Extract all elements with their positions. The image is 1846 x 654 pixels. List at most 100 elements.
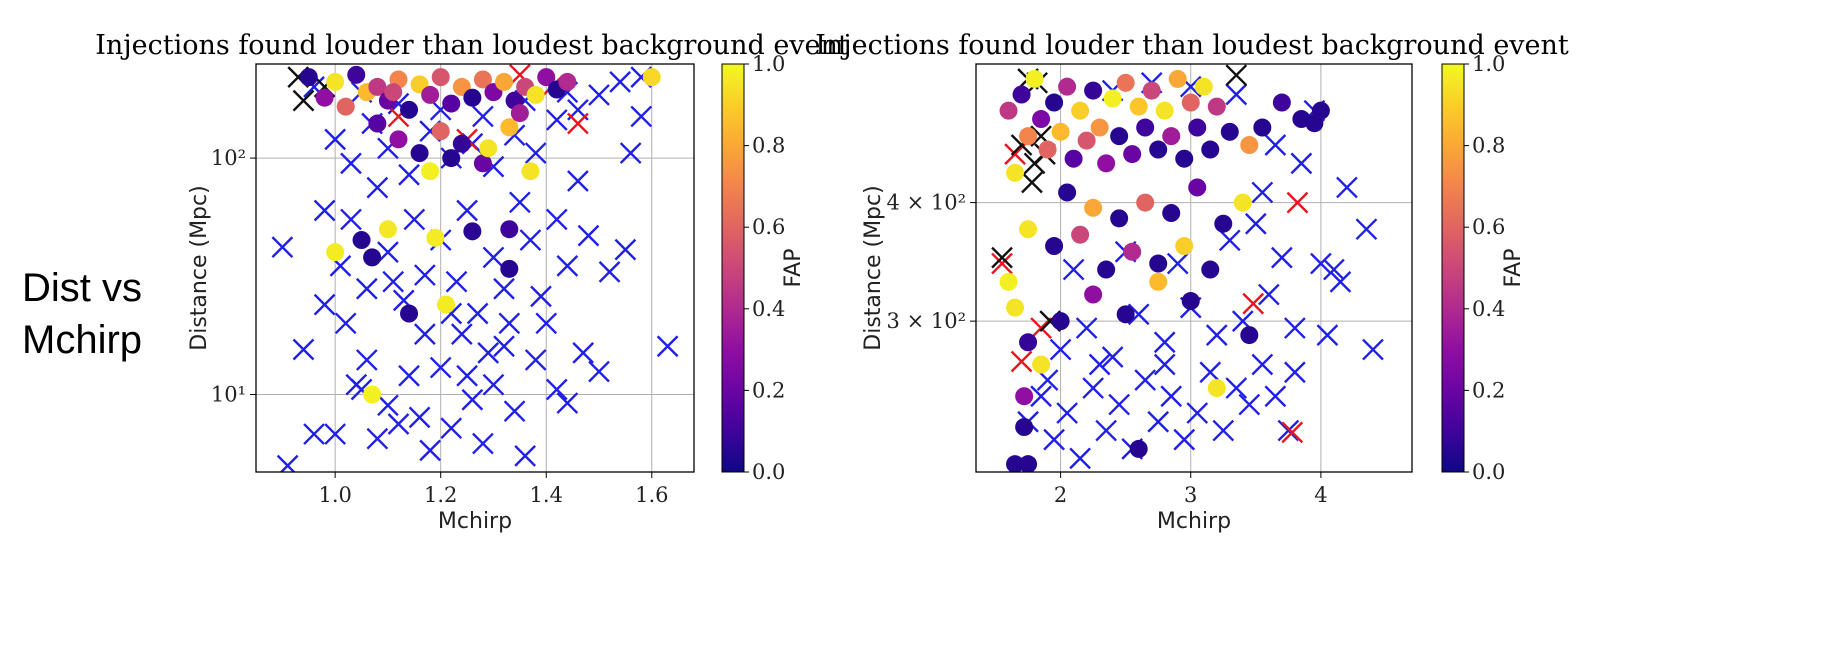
x-tick-label: 3	[1184, 483, 1197, 507]
y-tick-label: 4 × 10²	[887, 191, 966, 215]
chart-1: Injections found louder than loudest bac…	[95, 30, 849, 534]
missed-marker	[1218, 229, 1241, 252]
missed-marker	[1290, 152, 1313, 175]
missed-marker	[398, 364, 420, 387]
missed-marker	[456, 199, 478, 222]
missed-marker	[387, 413, 410, 435]
found-marker	[463, 88, 482, 107]
missed-marker	[340, 152, 362, 175]
x-axis-label: Mchirp	[438, 509, 512, 534]
missed-marker	[1153, 353, 1176, 376]
missed-marker	[303, 423, 325, 445]
missed-marker	[1225, 377, 1248, 399]
colorbar-tick-label: 0.4	[1472, 297, 1505, 321]
missed-marker	[514, 445, 536, 467]
y-axis-label: Distance (Mpc)	[861, 185, 886, 350]
found-marker	[368, 77, 387, 96]
found-marker	[400, 304, 419, 323]
found-marker	[1181, 93, 1200, 112]
found-marker	[1051, 122, 1070, 141]
found-marker	[1110, 127, 1129, 146]
found-marker	[1071, 101, 1090, 120]
y-tick-label: 10¹	[211, 382, 246, 406]
x-tick-label: 4	[1314, 483, 1327, 507]
missed-marker	[440, 417, 463, 440]
missed-marker	[1088, 353, 1111, 376]
found-marker	[368, 114, 387, 133]
missed-marker	[482, 246, 505, 269]
missed-marker	[1355, 218, 1378, 241]
missed-marker	[456, 364, 478, 387]
found-marker	[1149, 254, 1168, 273]
found-marker	[1045, 93, 1064, 112]
missed-marker	[1127, 303, 1150, 326]
found-marker	[442, 94, 461, 113]
plot-area	[991, 64, 1384, 472]
missed-marker	[477, 342, 500, 364]
missed-marker	[292, 338, 315, 361]
missed-marker	[1160, 385, 1183, 408]
found-marker	[363, 385, 382, 404]
found-marker	[1136, 118, 1155, 137]
found-marker	[421, 162, 440, 181]
missed-marker	[1242, 292, 1265, 315]
found-marker	[1116, 73, 1135, 92]
missed-marker	[408, 406, 431, 429]
missed-marker	[545, 378, 568, 401]
found-marker	[1181, 292, 1200, 311]
found-marker	[1110, 209, 1129, 228]
missed-marker	[466, 302, 489, 325]
found-marker	[442, 149, 461, 168]
found-marker	[1253, 118, 1272, 137]
found-marker	[1149, 140, 1168, 159]
found-marker	[1201, 260, 1220, 279]
found-marker	[1311, 101, 1330, 120]
found-marker	[1129, 439, 1148, 458]
found-marker	[431, 122, 450, 141]
missed-marker	[1284, 317, 1306, 339]
found-marker	[410, 144, 429, 163]
missed-marker	[1173, 428, 1196, 451]
found-marker	[421, 85, 440, 104]
found-marker	[510, 104, 529, 123]
colorbar-tick-label: 0.6	[752, 215, 785, 239]
x-tick-label: 2	[1054, 483, 1067, 507]
x-tick-label: 1.6	[635, 483, 668, 507]
colorbar	[1441, 63, 1465, 473]
y-axis-label: Distance (Mpc)	[187, 185, 212, 350]
missed-marker	[1030, 317, 1052, 339]
missed-marker	[1264, 134, 1287, 156]
found-marker	[389, 130, 408, 149]
missed-marker	[493, 335, 515, 358]
found-marker	[1162, 127, 1181, 146]
missed-marker	[1030, 385, 1052, 408]
found-marker	[1175, 149, 1194, 168]
missed-marker	[1153, 331, 1176, 354]
found-marker	[495, 72, 514, 91]
missed-marker	[498, 312, 521, 335]
missed-marker	[313, 293, 336, 316]
found-marker	[473, 70, 492, 89]
missed-marker	[271, 236, 294, 258]
missed-marker	[1043, 428, 1065, 451]
found-marker	[1097, 260, 1116, 279]
found-marker	[1032, 355, 1051, 374]
found-marker	[1045, 237, 1064, 256]
missed-marker	[1069, 447, 1091, 470]
missed-marker	[414, 323, 436, 345]
missed-marker	[324, 423, 347, 445]
found-marker	[1103, 89, 1122, 108]
missed-marker	[503, 400, 526, 423]
missed-marker	[1244, 212, 1267, 235]
plot-area	[271, 64, 679, 472]
y-tick-label: 10²	[211, 146, 246, 170]
missed-marker	[619, 142, 642, 164]
missed-marker	[1286, 191, 1309, 214]
chart-title: Injections found louder than loudest bac…	[95, 30, 849, 61]
missed-marker	[276, 454, 299, 472]
found-marker	[1123, 242, 1142, 261]
missed-marker	[524, 349, 547, 371]
found-marker	[336, 97, 355, 116]
colorbar-tick-label: 0.6	[1472, 215, 1505, 239]
found-marker	[1097, 154, 1116, 173]
